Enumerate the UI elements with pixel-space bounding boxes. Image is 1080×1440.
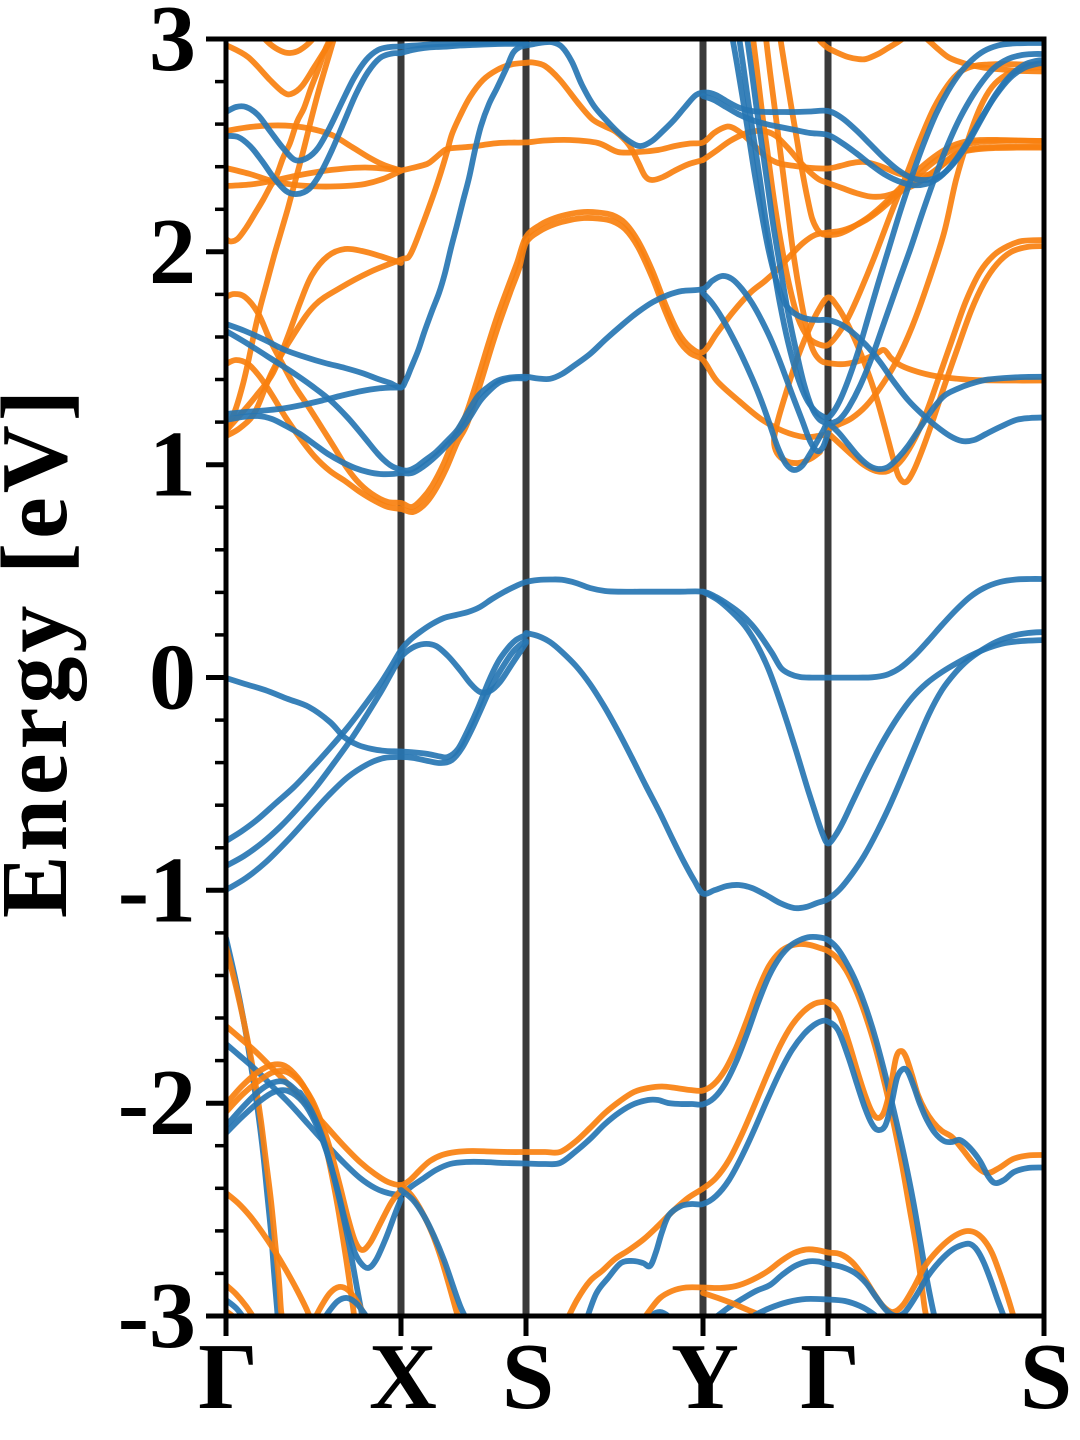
- svg-text:Γ: Γ: [800, 1325, 860, 1429]
- svg-text:0: 0: [149, 626, 196, 730]
- svg-text:Y: Y: [671, 1325, 739, 1429]
- svg-text:Γ: Γ: [198, 1325, 258, 1429]
- svg-text:Energy [eV]: Energy [eV]: [0, 386, 87, 918]
- svg-text:2: 2: [149, 200, 196, 304]
- svg-text:S: S: [1020, 1325, 1072, 1429]
- svg-text:-2: -2: [118, 1051, 196, 1155]
- svg-text:-1: -1: [118, 838, 196, 942]
- svg-text:-3: -3: [118, 1264, 196, 1368]
- svg-text:X: X: [369, 1325, 437, 1429]
- svg-text:S: S: [502, 1325, 554, 1429]
- svg-text:3: 3: [149, 0, 196, 91]
- svg-text:1: 1: [149, 413, 196, 517]
